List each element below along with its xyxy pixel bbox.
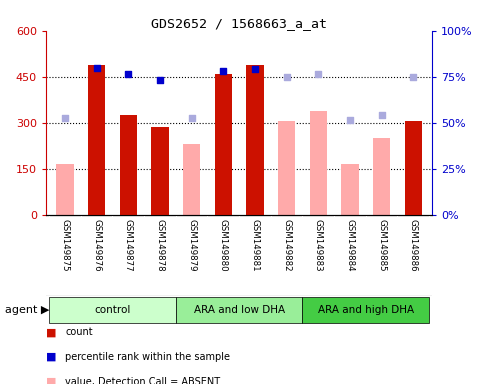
Text: ■: ■ — [46, 377, 57, 384]
Text: ARA and high DHA: ARA and high DHA — [318, 305, 414, 315]
Title: GDS2652 / 1568663_a_at: GDS2652 / 1568663_a_at — [151, 17, 327, 30]
Bar — [278, 121, 295, 215]
Text: GSM149875: GSM149875 — [60, 219, 70, 272]
Point — [378, 112, 385, 118]
Bar — [302, 297, 429, 323]
Text: count: count — [65, 327, 93, 337]
Bar — [405, 121, 422, 215]
Text: agent ▶: agent ▶ — [5, 305, 49, 315]
Point — [156, 77, 164, 83]
Text: GSM149879: GSM149879 — [187, 219, 196, 271]
Point — [410, 74, 417, 80]
Bar — [119, 115, 137, 215]
Text: GSM149881: GSM149881 — [250, 219, 259, 272]
Bar — [310, 111, 327, 215]
Text: GSM149880: GSM149880 — [219, 219, 228, 272]
Text: GSM149876: GSM149876 — [92, 219, 101, 272]
Text: ARA and low DHA: ARA and low DHA — [194, 305, 284, 315]
Text: GSM149884: GSM149884 — [345, 219, 355, 272]
Point — [61, 115, 69, 121]
Bar — [151, 127, 169, 215]
Text: ■: ■ — [46, 352, 57, 362]
Text: GSM149883: GSM149883 — [314, 219, 323, 272]
Text: GSM149877: GSM149877 — [124, 219, 133, 272]
Bar — [341, 164, 359, 215]
Point — [188, 115, 196, 121]
Bar — [183, 144, 200, 215]
Bar — [214, 74, 232, 215]
Bar — [246, 65, 264, 215]
Bar — [176, 297, 302, 323]
Bar — [373, 138, 390, 215]
Bar — [49, 297, 176, 323]
Point — [251, 66, 259, 72]
Text: ■: ■ — [46, 327, 57, 337]
Text: GSM149882: GSM149882 — [282, 219, 291, 272]
Point — [314, 71, 322, 77]
Bar — [56, 164, 73, 215]
Text: value, Detection Call = ABSENT: value, Detection Call = ABSENT — [65, 377, 220, 384]
Text: percentile rank within the sample: percentile rank within the sample — [65, 352, 230, 362]
Text: control: control — [94, 305, 130, 315]
Text: GSM149878: GSM149878 — [156, 219, 164, 272]
Point — [124, 71, 132, 77]
Point — [346, 117, 354, 123]
Point — [283, 74, 290, 80]
Bar — [88, 65, 105, 215]
Text: GSM149886: GSM149886 — [409, 219, 418, 272]
Point — [219, 68, 227, 74]
Text: GSM149885: GSM149885 — [377, 219, 386, 272]
Point — [93, 65, 100, 71]
